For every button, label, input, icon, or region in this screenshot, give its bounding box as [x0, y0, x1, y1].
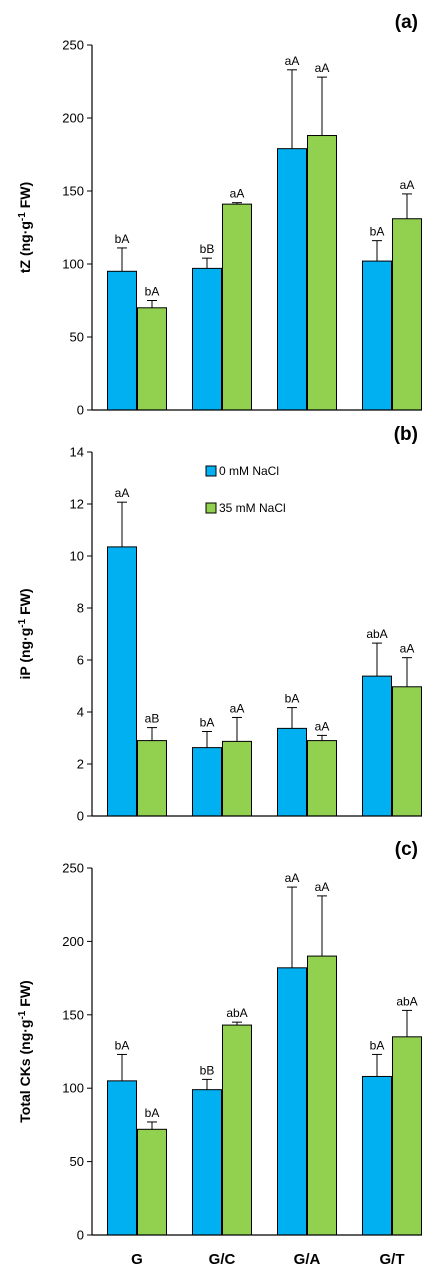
y-tick-label: 12 [70, 497, 84, 512]
significance-label: aA [230, 187, 245, 201]
significance-label: abA [366, 627, 387, 641]
bar [107, 270, 137, 411]
y-tick-label: 14 [70, 445, 84, 460]
significance-label: bA [370, 1038, 385, 1052]
bar [137, 1128, 167, 1236]
y-tick-label: 150 [62, 1007, 84, 1022]
significance-label: bA [370, 225, 385, 239]
bar [307, 135, 337, 411]
bar [107, 546, 137, 817]
bar [307, 740, 337, 817]
y-tick-label: 150 [62, 184, 84, 199]
significance-label: bA [145, 285, 160, 299]
y-tick-label: 2 [77, 757, 84, 772]
y-tick-label: 250 [62, 38, 84, 53]
legend-label: 35 mM NaCl [219, 501, 286, 515]
y-tick-label: 250 [62, 861, 84, 876]
panel-label: (c) [395, 839, 418, 860]
bar [392, 686, 422, 817]
y-tick-label: 8 [77, 601, 84, 616]
bar [137, 307, 167, 411]
bar [307, 955, 337, 1236]
significance-label: bA [115, 232, 130, 246]
significance-label: bA [285, 692, 300, 706]
bar [362, 1075, 392, 1236]
y-tick-label: 100 [62, 1081, 84, 1096]
significance-label: aA [400, 642, 415, 656]
significance-label: aB [145, 712, 160, 726]
y-tick-label: 200 [62, 111, 84, 126]
x-category-label: G/A [294, 1251, 321, 1268]
bar [222, 1024, 252, 1236]
y-tick-label: 4 [77, 705, 84, 720]
bar [107, 1080, 137, 1236]
y-axis-title: Total CKs (ng·g-1 FW) [17, 980, 34, 1122]
significance-label: bB [200, 1063, 215, 1077]
legend-swatch [205, 502, 217, 514]
y-tick-label: 6 [77, 653, 84, 668]
x-category-label: G [131, 1251, 143, 1268]
significance-label: abA [396, 994, 417, 1008]
significance-label: aA [315, 880, 330, 894]
y-tick-label: 0 [77, 1228, 84, 1243]
significance-label: aA [230, 701, 245, 715]
significance-label: aA [285, 871, 300, 885]
bar [222, 203, 252, 411]
bar [392, 1036, 422, 1236]
bar [362, 675, 392, 817]
x-category-label: G/T [380, 1251, 405, 1268]
significance-label: aA [315, 719, 330, 733]
legend-swatch [205, 465, 217, 477]
y-tick-label: 0 [77, 403, 84, 418]
bar [392, 218, 422, 411]
y-tick-label: 50 [70, 1154, 84, 1169]
y-tick-label: 0 [77, 809, 84, 824]
significance-label: aA [115, 486, 130, 500]
bar [222, 740, 252, 817]
bar [362, 260, 392, 411]
significance-label: aA [315, 61, 330, 75]
y-tick-label: 100 [62, 257, 84, 272]
panel-label: (a) [395, 12, 418, 33]
bar [277, 727, 307, 817]
significance-label: bA [145, 1106, 160, 1120]
significance-label: bA [115, 1038, 130, 1052]
significance-label: bA [200, 716, 215, 730]
bar [137, 740, 167, 817]
bar [192, 1089, 222, 1236]
significance-label: bB [200, 242, 215, 256]
significance-label: aA [400, 178, 415, 192]
y-tick-label: 10 [70, 549, 84, 564]
bar [192, 747, 222, 817]
x-category-label: G/C [209, 1251, 236, 1268]
bar [277, 967, 307, 1236]
panel-label: (b) [394, 424, 418, 445]
significance-label: aA [285, 54, 300, 68]
y-axis-title: tZ (ng·g-1 FW) [17, 182, 34, 273]
y-axis-title: iP (ng·g-1 FW) [17, 588, 34, 679]
significance-label: abA [226, 1006, 247, 1020]
y-tick-label: 200 [62, 934, 84, 949]
bar [192, 267, 222, 411]
y-tick-label: 50 [70, 330, 84, 345]
bar [277, 148, 307, 411]
legend-label: 0 mM NaCl [219, 464, 279, 478]
